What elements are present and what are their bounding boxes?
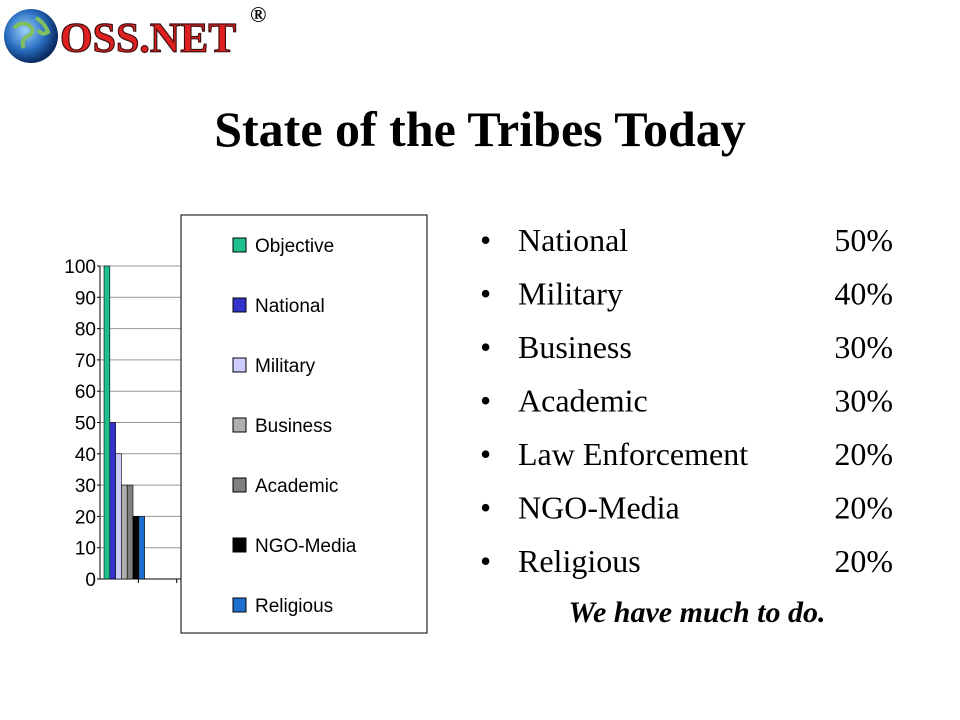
bar (115, 453, 122, 580)
y-tick-label: 80 (75, 320, 96, 341)
bullet-dot: • (480, 436, 491, 472)
bar (132, 516, 140, 580)
legend-swatch (232, 537, 247, 553)
bullet-label: NGO-Media (518, 490, 680, 526)
legend-label: Military (255, 356, 316, 377)
legend-label: Religious (255, 596, 333, 617)
legend-label: NGO-Media (255, 536, 357, 557)
bullet-dot: • (480, 329, 491, 365)
y-tick-label: 40 (75, 445, 96, 466)
legend-label: Business (255, 416, 332, 437)
legend-label: Objective (255, 236, 334, 257)
bullet-dot: • (480, 222, 491, 258)
legend-label: Academic (255, 476, 338, 497)
bar (109, 422, 116, 580)
legend-swatch (232, 417, 247, 433)
legend-swatch (232, 237, 247, 253)
bar (103, 265, 111, 580)
y-tick-label: 100 (64, 257, 96, 278)
bar (121, 484, 128, 580)
bullet-dot: • (480, 490, 491, 526)
bullet-label: National (518, 222, 628, 258)
legend-swatch (232, 297, 247, 313)
bullet-label: Law Enforcement (518, 436, 748, 472)
legend-box (180, 214, 428, 634)
registered-mark: ® (250, 2, 266, 27)
bullet-label: Military (518, 276, 623, 312)
y-tick-label: 10 (75, 539, 96, 560)
y-tick-label: 20 (75, 507, 96, 528)
bullet-dot: • (480, 383, 491, 419)
bullet-value: 50% (834, 222, 893, 258)
bullet-value: 20% (834, 436, 893, 472)
bar (138, 516, 145, 580)
bullet-label: Academic (518, 383, 648, 419)
y-tick-label: 30 (75, 476, 96, 497)
bar (126, 484, 134, 580)
bullet-value: 20% (834, 490, 893, 526)
bullet-value: 30% (834, 383, 893, 419)
y-tick-label: 50 (75, 414, 96, 435)
bullet-label: Business (518, 329, 632, 365)
y-tick-label: 90 (75, 288, 96, 309)
y-tick-label: 0 (85, 570, 96, 591)
logo-globe-land (12, 16, 51, 49)
bullet-dot: • (480, 543, 491, 579)
note: We have much to do. (569, 596, 826, 629)
y-tick-label: 70 (75, 351, 96, 372)
legend-label: National (255, 296, 325, 317)
bullet-label: Religious (518, 543, 641, 579)
legend-swatch (232, 597, 247, 613)
bullet-list: • National 50% • Military 40% • Business 30% • Aca… (480, 222, 893, 579)
bullet-value: 30% (834, 329, 893, 365)
bullet-value: 20% (834, 543, 893, 579)
bullet-dot: • (480, 276, 491, 312)
logo-text: OSS.NET (60, 16, 236, 62)
legend-swatch (232, 477, 247, 493)
y-tick-label: 60 (75, 382, 96, 403)
chart: 0 10 20 30 40 50 60 70 80 90 100 Objective National M… (64, 214, 428, 634)
legend-swatch (232, 357, 247, 373)
slide-title: State of the Tribes Today (214, 101, 746, 157)
bullet-value: 40% (834, 276, 893, 312)
